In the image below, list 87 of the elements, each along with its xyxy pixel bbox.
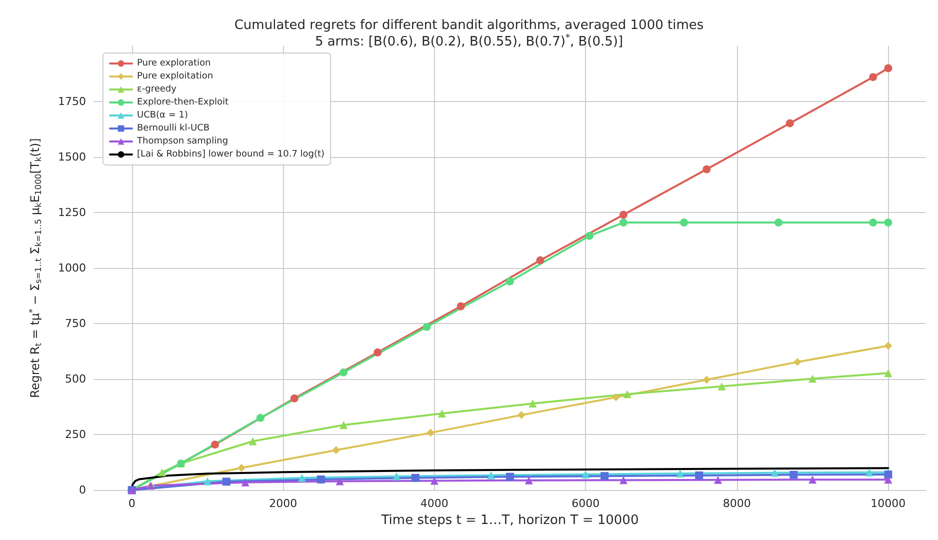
point (241, 478, 250, 486)
point (524, 476, 533, 484)
point (808, 374, 817, 383)
point (340, 368, 348, 376)
legend-label: Pure exploration (137, 58, 211, 68)
point (506, 277, 514, 286)
point (392, 472, 401, 480)
point (374, 348, 382, 356)
point (332, 446, 340, 454)
point (612, 393, 620, 402)
legend-label: ε-greedy (137, 84, 178, 94)
legend-label: Explore-then-Exploit (137, 98, 229, 108)
x-tick-label: 4000 (420, 497, 448, 510)
x-tick-label: 6000 (572, 497, 600, 510)
point (211, 440, 220, 449)
y-tick-label: 1750 (58, 95, 86, 108)
x-tick-label: 0 (128, 497, 136, 510)
point (222, 478, 230, 486)
point (336, 477, 344, 486)
point (884, 476, 892, 484)
point (884, 342, 892, 350)
point (676, 469, 684, 478)
point (340, 421, 348, 430)
point (506, 472, 514, 481)
point (808, 476, 817, 484)
point (203, 477, 212, 486)
point (298, 474, 306, 482)
text: Regret Rt = tμ* − Σs=1..t Σk=1..5 μkE1000[Tk(t)] (27, 138, 43, 398)
chart-title: Cumulated regrets for different bandit algorithms, averaged 1000 times (234, 18, 704, 33)
x-tick-label: 8000 (722, 497, 751, 510)
point (528, 400, 537, 408)
point (422, 322, 431, 331)
legend-label: Thompson sampling (136, 136, 228, 146)
point (714, 476, 722, 484)
point (680, 218, 688, 227)
legend-label: Pure exploitation (137, 72, 214, 82)
point (884, 369, 892, 378)
point (884, 470, 892, 479)
point (248, 437, 257, 446)
point (869, 218, 878, 227)
legend-label: Bernoulli kl-UCB (137, 124, 210, 134)
point (793, 358, 802, 366)
point (619, 210, 628, 219)
point (290, 394, 298, 402)
point (790, 470, 798, 479)
point (774, 218, 783, 227)
y-tick-label: 1500 (58, 150, 86, 164)
point (316, 475, 325, 484)
y-tick-label: 0 (79, 484, 86, 497)
point (430, 476, 438, 485)
y-tick-label: 750 (65, 317, 86, 330)
point (456, 302, 465, 310)
point (237, 464, 246, 472)
point (619, 218, 628, 227)
chart-subtitle: 5 arms: [B(0.6), B(0.2), B(0.55), B(0.7)*, B(0.5)] (314, 34, 624, 50)
point (438, 409, 446, 418)
y-tick-label: 500 (65, 372, 86, 386)
point (585, 232, 594, 240)
x-tick-label: 10000 (870, 497, 906, 510)
y-tick-label: 250 (65, 428, 86, 442)
point (411, 474, 420, 482)
point (884, 64, 892, 72)
point (786, 119, 794, 128)
point (619, 476, 628, 484)
point (702, 165, 711, 174)
point (623, 390, 632, 398)
point (869, 73, 878, 82)
point (865, 468, 874, 476)
y-tick-label: 1000 (58, 262, 86, 275)
point (702, 376, 711, 384)
point (695, 471, 704, 480)
point (770, 468, 779, 477)
point (884, 218, 892, 227)
point (517, 411, 526, 420)
legend-label: [Lai & Robbins] lower bound = 10.7 log(t) (137, 150, 325, 160)
point (582, 470, 590, 478)
legend-label: UCB(α = 1) (137, 110, 188, 120)
point (256, 414, 264, 422)
point (158, 468, 166, 476)
point (487, 471, 496, 480)
point (600, 472, 609, 480)
x-tick-label: 2000 (269, 497, 298, 510)
point (718, 382, 726, 390)
point (426, 428, 435, 437)
y-tick-label: 1250 (58, 206, 86, 220)
point (536, 256, 544, 264)
x-axis-title: Time steps t = 1…T, horizon T = 10000 (380, 513, 639, 528)
